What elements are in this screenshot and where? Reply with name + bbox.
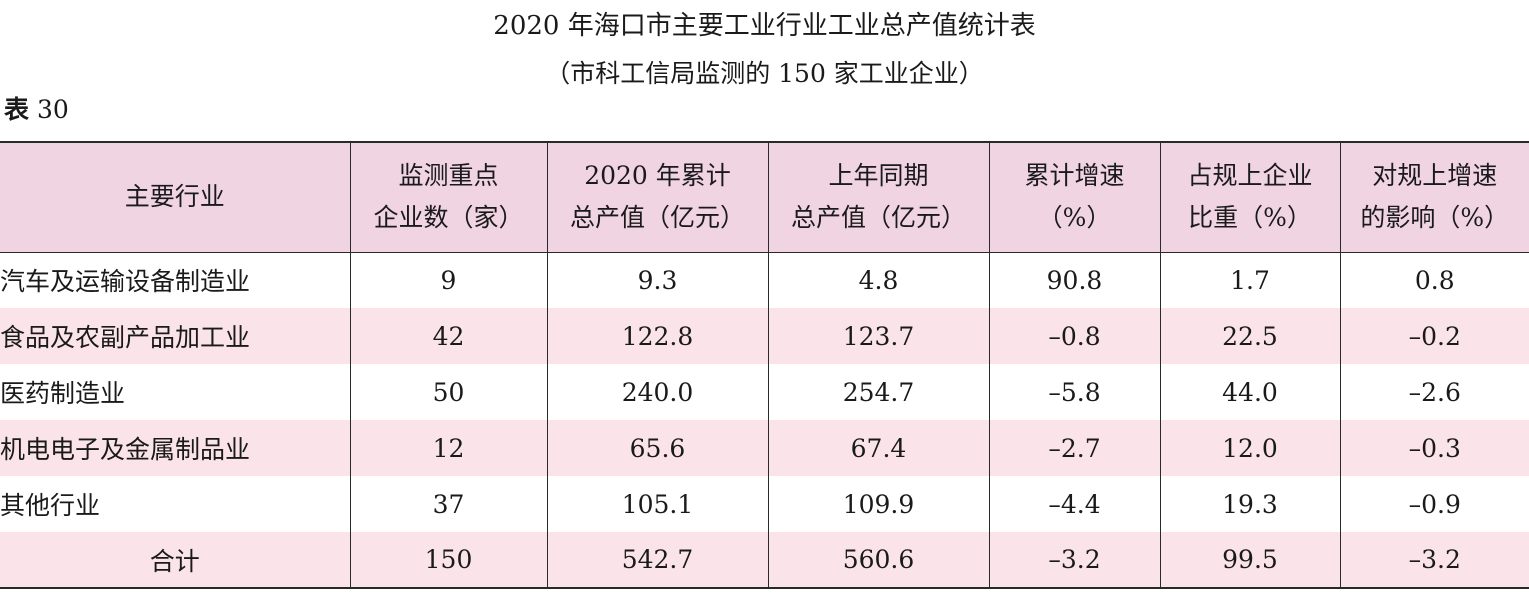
header-share: 占规上企业 比重（%） [1159, 142, 1340, 252]
cell-output-last-year: 4.8 [767, 252, 989, 308]
cell-industry: 合计 [149, 546, 200, 576]
cell-growth-rate: 90.8 [988, 252, 1160, 308]
table-subtitle: （市科工信局监测的 150 家工业企业） [545, 59, 984, 88]
table-row: 医药制造业 50 240.0 254.7 –5.8 44.0 –2.6 [0, 364, 1529, 420]
header-industry: 主要行业 [124, 182, 225, 212]
header-row: 主要行业 监测重点 企业数（家） 2020 年累计 总产值（亿元） 上年同期 总产值（… [0, 142, 1529, 252]
cell-industry: 食品及农副产品加工业 [0, 323, 251, 352]
cell-share: 99.5 [1159, 532, 1340, 588]
cell-output-last-year: 560.6 [767, 532, 989, 588]
table-row-total: 合计 150 542.7 560.6 –3.2 99.5 –3.2 [0, 532, 1529, 588]
cell-output-last-year: 109.9 [767, 476, 989, 532]
table-row: 食品及农副产品加工业 42 122.8 123.7 –0.8 22.5 –0.2 [0, 308, 1529, 364]
header-growth-rate: 累计增速 （%） [988, 142, 1160, 252]
cell-impact: –0.2 [1339, 308, 1529, 364]
cell-impact: –0.3 [1339, 420, 1529, 476]
cell-industry: 医药制造业 [0, 379, 126, 408]
table-row: 汽车及运输设备制造业 9 9.3 4.8 90.8 1.7 0.8 [0, 252, 1529, 308]
cell-industry: 汽车及运输设备制造业 [0, 267, 251, 297]
cell-output-last-year: 123.7 [767, 308, 989, 364]
table-number-prefix: 表 [4, 95, 30, 124]
cell-output-last-year: 254.7 [767, 364, 989, 420]
header-enterprise-count: 监测重点 企业数（家） [349, 142, 547, 252]
cell-impact: 0.8 [1339, 252, 1529, 308]
cell-growth-rate: –5.8 [988, 364, 1160, 420]
cell-share: 22.5 [1159, 308, 1340, 364]
cell-share: 1.7 [1159, 252, 1340, 308]
cell-output-2020: 65.6 [546, 420, 768, 476]
table-number-value: 30 [36, 95, 69, 124]
cell-impact: –2.6 [1339, 364, 1529, 420]
cell-impact: –3.2 [1339, 532, 1529, 588]
cell-industry: 机电电子及金属制品业 [0, 435, 251, 464]
cell-industry: 其他行业 [0, 491, 101, 520]
cell-output-2020: 9.3 [546, 252, 768, 308]
cell-growth-rate: –2.7 [988, 420, 1160, 476]
cell-enterprise-count: 150 [349, 532, 547, 588]
cell-growth-rate: –3.2 [988, 532, 1160, 588]
cell-output-2020: 542.7 [546, 532, 768, 588]
cell-enterprise-count: 37 [349, 476, 547, 532]
cell-output-2020: 105.1 [546, 476, 768, 532]
table-number: 表 30 [4, 92, 69, 128]
table-row: 机电电子及金属制品业 12 65.6 67.4 –2.7 12.0 –0.3 [0, 420, 1529, 476]
cell-impact: –0.9 [1339, 476, 1529, 532]
cell-share: 19.3 [1159, 476, 1340, 532]
cell-output-2020: 240.0 [546, 364, 768, 420]
header-impact: 对规上增速 的影响（%） [1339, 142, 1529, 252]
cell-output-last-year: 67.4 [767, 420, 989, 476]
header-output-2020: 2020 年累计 总产值（亿元） [546, 142, 768, 252]
cell-share: 12.0 [1159, 420, 1340, 476]
cell-output-2020: 122.8 [546, 308, 768, 364]
cell-growth-rate: –0.8 [988, 308, 1160, 364]
cell-enterprise-count: 12 [349, 420, 547, 476]
industry-output-table: 主要行业 监测重点 企业数（家） 2020 年累计 总产值（亿元） 上年同期 总产值（… [0, 141, 1529, 589]
cell-enterprise-count: 9 [349, 252, 547, 308]
cell-enterprise-count: 42 [349, 308, 547, 364]
cell-growth-rate: –4.4 [988, 476, 1160, 532]
cell-enterprise-count: 50 [349, 364, 547, 420]
table-row: 其他行业 37 105.1 109.9 –4.4 19.3 –0.9 [0, 476, 1529, 532]
header-output-last-year: 上年同期 总产值（亿元） [767, 142, 989, 252]
cell-share: 44.0 [1159, 364, 1340, 420]
table-title: 2020 年海口市主要工业行业工业总产值统计表 [493, 11, 1036, 41]
